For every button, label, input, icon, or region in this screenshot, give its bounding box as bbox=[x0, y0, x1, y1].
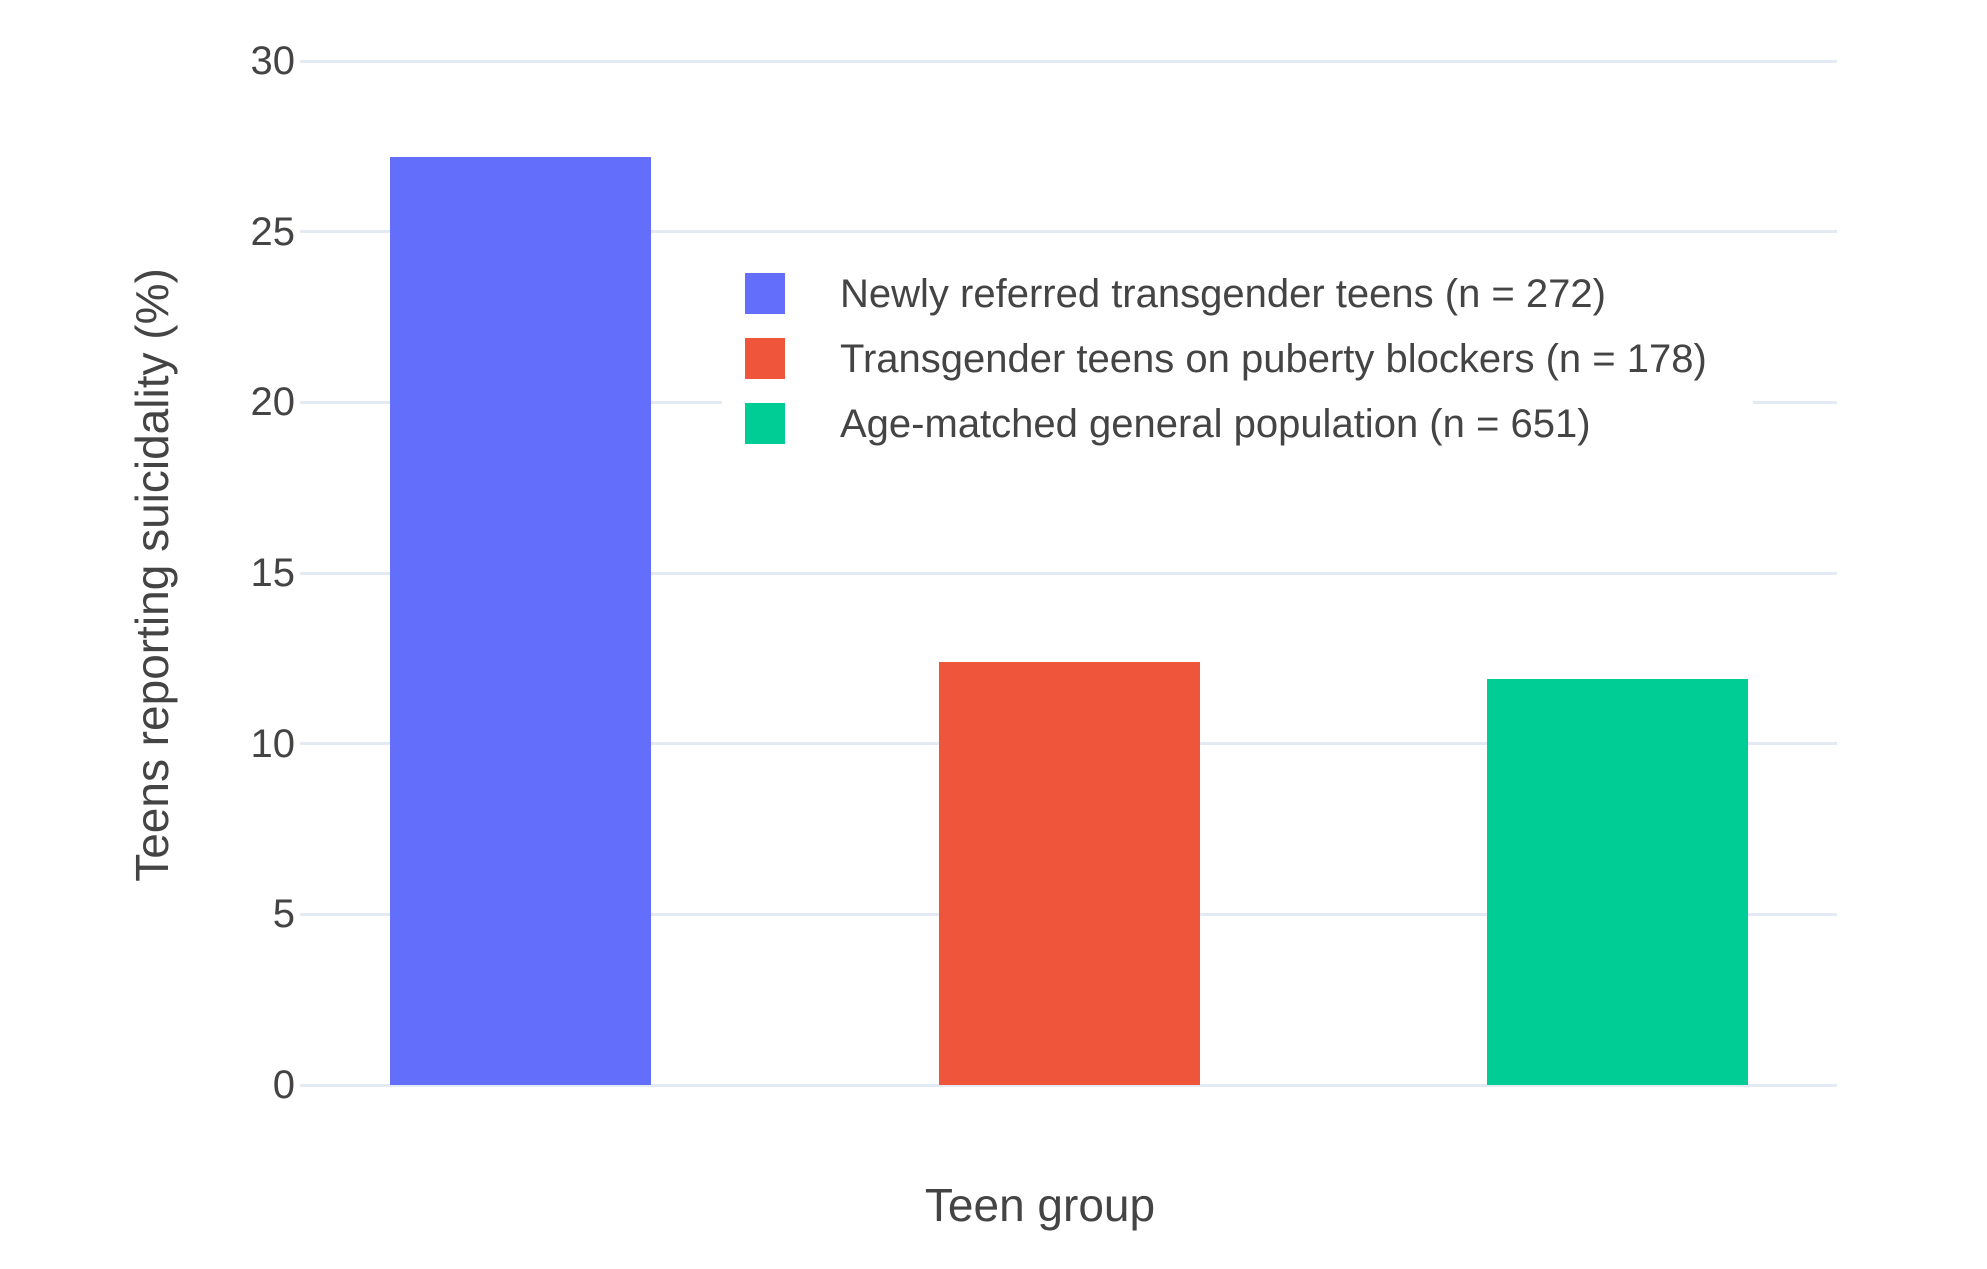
legend-swatch-icon bbox=[745, 273, 785, 314]
bar-transgender-teens-on-puberty-blockers[interactable] bbox=[938, 661, 1200, 1085]
y-tick-label-30: 30 bbox=[250, 39, 296, 83]
legend-item-age-matched-general-population[interactable]: Age-matched general population (n = 651) bbox=[745, 391, 1707, 456]
y-gridline-25 bbox=[300, 230, 1837, 234]
y-tick-label-25: 25 bbox=[250, 209, 296, 254]
legend-label: Transgender teens on puberty blockers (n… bbox=[840, 336, 1707, 381]
y-tick-label-10: 10 bbox=[250, 721, 296, 766]
legend-item-transgender-teens-on-puberty-blockers[interactable]: Transgender teens on puberty blockers (n… bbox=[745, 326, 1707, 391]
x-axis-title: Teen group bbox=[924, 1179, 1156, 1231]
legend: Newly referred transgender teens (n = 27… bbox=[722, 247, 1753, 470]
y-tick-label-15: 15 bbox=[250, 551, 296, 595]
y-gridline-30 bbox=[300, 59, 1837, 63]
y-gridline-0 bbox=[300, 1083, 1837, 1087]
y-tick-label-5: 5 bbox=[272, 892, 295, 937]
legend-label: Newly referred transgender teens (n = 27… bbox=[840, 271, 1606, 316]
legend-label: Age-matched general population (n = 651) bbox=[840, 401, 1591, 446]
legend-item-newly-referred-transgender-teens[interactable]: Newly referred transgender teens (n = 27… bbox=[745, 261, 1707, 326]
bar-age-matched-general-population[interactable] bbox=[1487, 678, 1748, 1085]
y-tick-label-20: 20 bbox=[250, 380, 296, 425]
y-tick-label-0: 0 bbox=[272, 1063, 295, 1107]
legend-swatch-icon bbox=[745, 403, 785, 444]
y-gridline-15 bbox=[300, 571, 1837, 575]
legend-swatch-icon bbox=[745, 338, 785, 379]
bar-newly-referred-transgender-teens[interactable] bbox=[390, 156, 651, 1085]
